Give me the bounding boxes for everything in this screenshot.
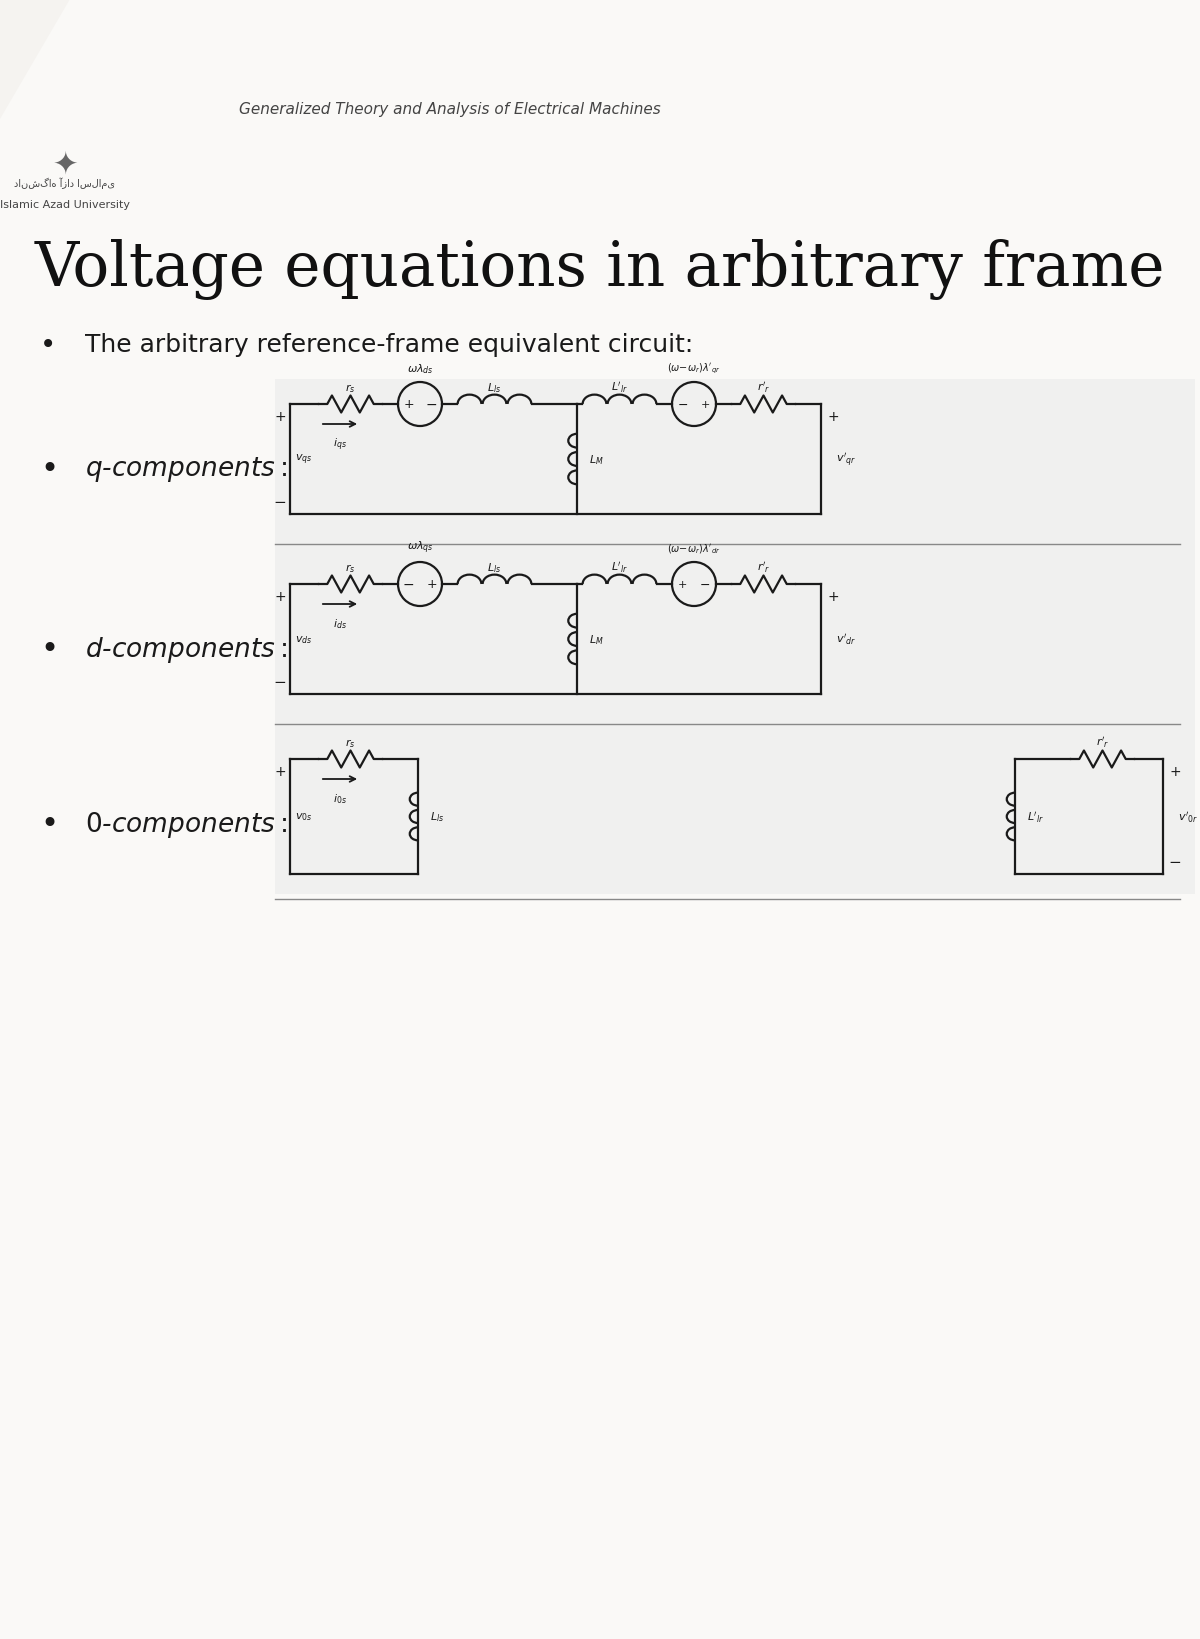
Text: $r'_r$: $r'_r$ — [757, 561, 770, 575]
Text: $i_{qs}$: $i_{qs}$ — [334, 436, 347, 452]
Text: −: − — [274, 675, 287, 690]
Text: $L'_{lr}$: $L'_{lr}$ — [1027, 810, 1044, 824]
Text: •: • — [40, 810, 58, 839]
Text: $L_{ls}$: $L_{ls}$ — [487, 561, 502, 575]
Text: •: • — [40, 456, 58, 484]
Text: $v'_{0r}$: $v'_{0r}$ — [1178, 810, 1198, 824]
Text: $q$-$components:$: $q$-$components:$ — [85, 456, 287, 484]
Text: +: + — [274, 410, 286, 425]
Text: $v_{ds}$: $v_{ds}$ — [295, 634, 312, 646]
Text: +: + — [827, 590, 839, 603]
Text: +: + — [1169, 764, 1181, 779]
Text: Islamic Azad University: Islamic Azad University — [0, 200, 130, 210]
Text: $d$-$components:$: $d$-$components:$ — [85, 634, 287, 664]
Text: −: − — [677, 398, 688, 411]
Bar — [275, 380, 1195, 895]
Text: Voltage equations in arbitrary frame: Voltage equations in arbitrary frame — [35, 239, 1165, 300]
Text: $\omega\lambda_{ds}$: $\omega\lambda_{ds}$ — [407, 362, 433, 375]
Text: +: + — [274, 590, 286, 603]
Text: Generalized Theory and Analysis of Electrical Machines: Generalized Theory and Analysis of Elect… — [239, 102, 661, 118]
Text: $v_{qs}$: $v_{qs}$ — [295, 452, 312, 467]
Text: $r_s$: $r_s$ — [346, 382, 355, 395]
Text: ✦: ✦ — [53, 151, 78, 179]
Text: $\omega\lambda_{qs}$: $\omega\lambda_{qs}$ — [407, 539, 433, 556]
Text: $L'_{lr}$: $L'_{lr}$ — [611, 561, 628, 575]
Text: −: − — [274, 495, 287, 510]
Text: $L_{ls}$: $L_{ls}$ — [430, 810, 444, 824]
Text: $v'_{dr}$: $v'_{dr}$ — [836, 633, 856, 647]
Text: $r'_r$: $r'_r$ — [757, 380, 770, 395]
Text: $r_s$: $r_s$ — [346, 738, 355, 749]
Text: •: • — [40, 634, 58, 664]
Text: The arbitrary reference-frame equivalent circuit:: The arbitrary reference-frame equivalent… — [85, 333, 694, 357]
Text: $L'_{lr}$: $L'_{lr}$ — [611, 380, 628, 395]
Text: −: − — [700, 579, 710, 592]
Text: +: + — [827, 410, 839, 425]
Text: −: − — [1169, 856, 1181, 870]
Text: $L_M$: $L_M$ — [589, 633, 604, 646]
Text: $r'_r$: $r'_r$ — [1096, 734, 1109, 749]
Text: +: + — [426, 579, 437, 592]
Text: دانشگاه آزاد اسلامی: دانشگاه آزاد اسلامی — [14, 177, 115, 188]
Text: $0$-$components:$: $0$-$components:$ — [85, 810, 287, 839]
Text: $i_{ds}$: $i_{ds}$ — [334, 616, 347, 631]
Text: +: + — [403, 398, 414, 411]
Text: +: + — [701, 400, 710, 410]
Text: −: − — [403, 577, 414, 592]
Text: $L_M$: $L_M$ — [589, 452, 604, 467]
Text: •: • — [40, 331, 56, 359]
Text: $r_s$: $r_s$ — [346, 562, 355, 575]
Text: $i_{0s}$: $i_{0s}$ — [334, 792, 347, 805]
Text: $(\omega{-}\omega_r)\lambda'_{dr}$: $(\omega{-}\omega_r)\lambda'_{dr}$ — [667, 543, 721, 556]
Text: +: + — [274, 764, 286, 779]
Text: +: + — [678, 580, 688, 590]
Text: $v_{0s}$: $v_{0s}$ — [295, 811, 312, 823]
Text: $(\omega{-}\omega_r)\lambda'_{qr}$: $(\omega{-}\omega_r)\lambda'_{qr}$ — [667, 361, 721, 375]
Text: $L_{ls}$: $L_{ls}$ — [487, 380, 502, 395]
Text: −: − — [426, 398, 437, 411]
Text: $v'_{qr}$: $v'_{qr}$ — [836, 451, 856, 469]
